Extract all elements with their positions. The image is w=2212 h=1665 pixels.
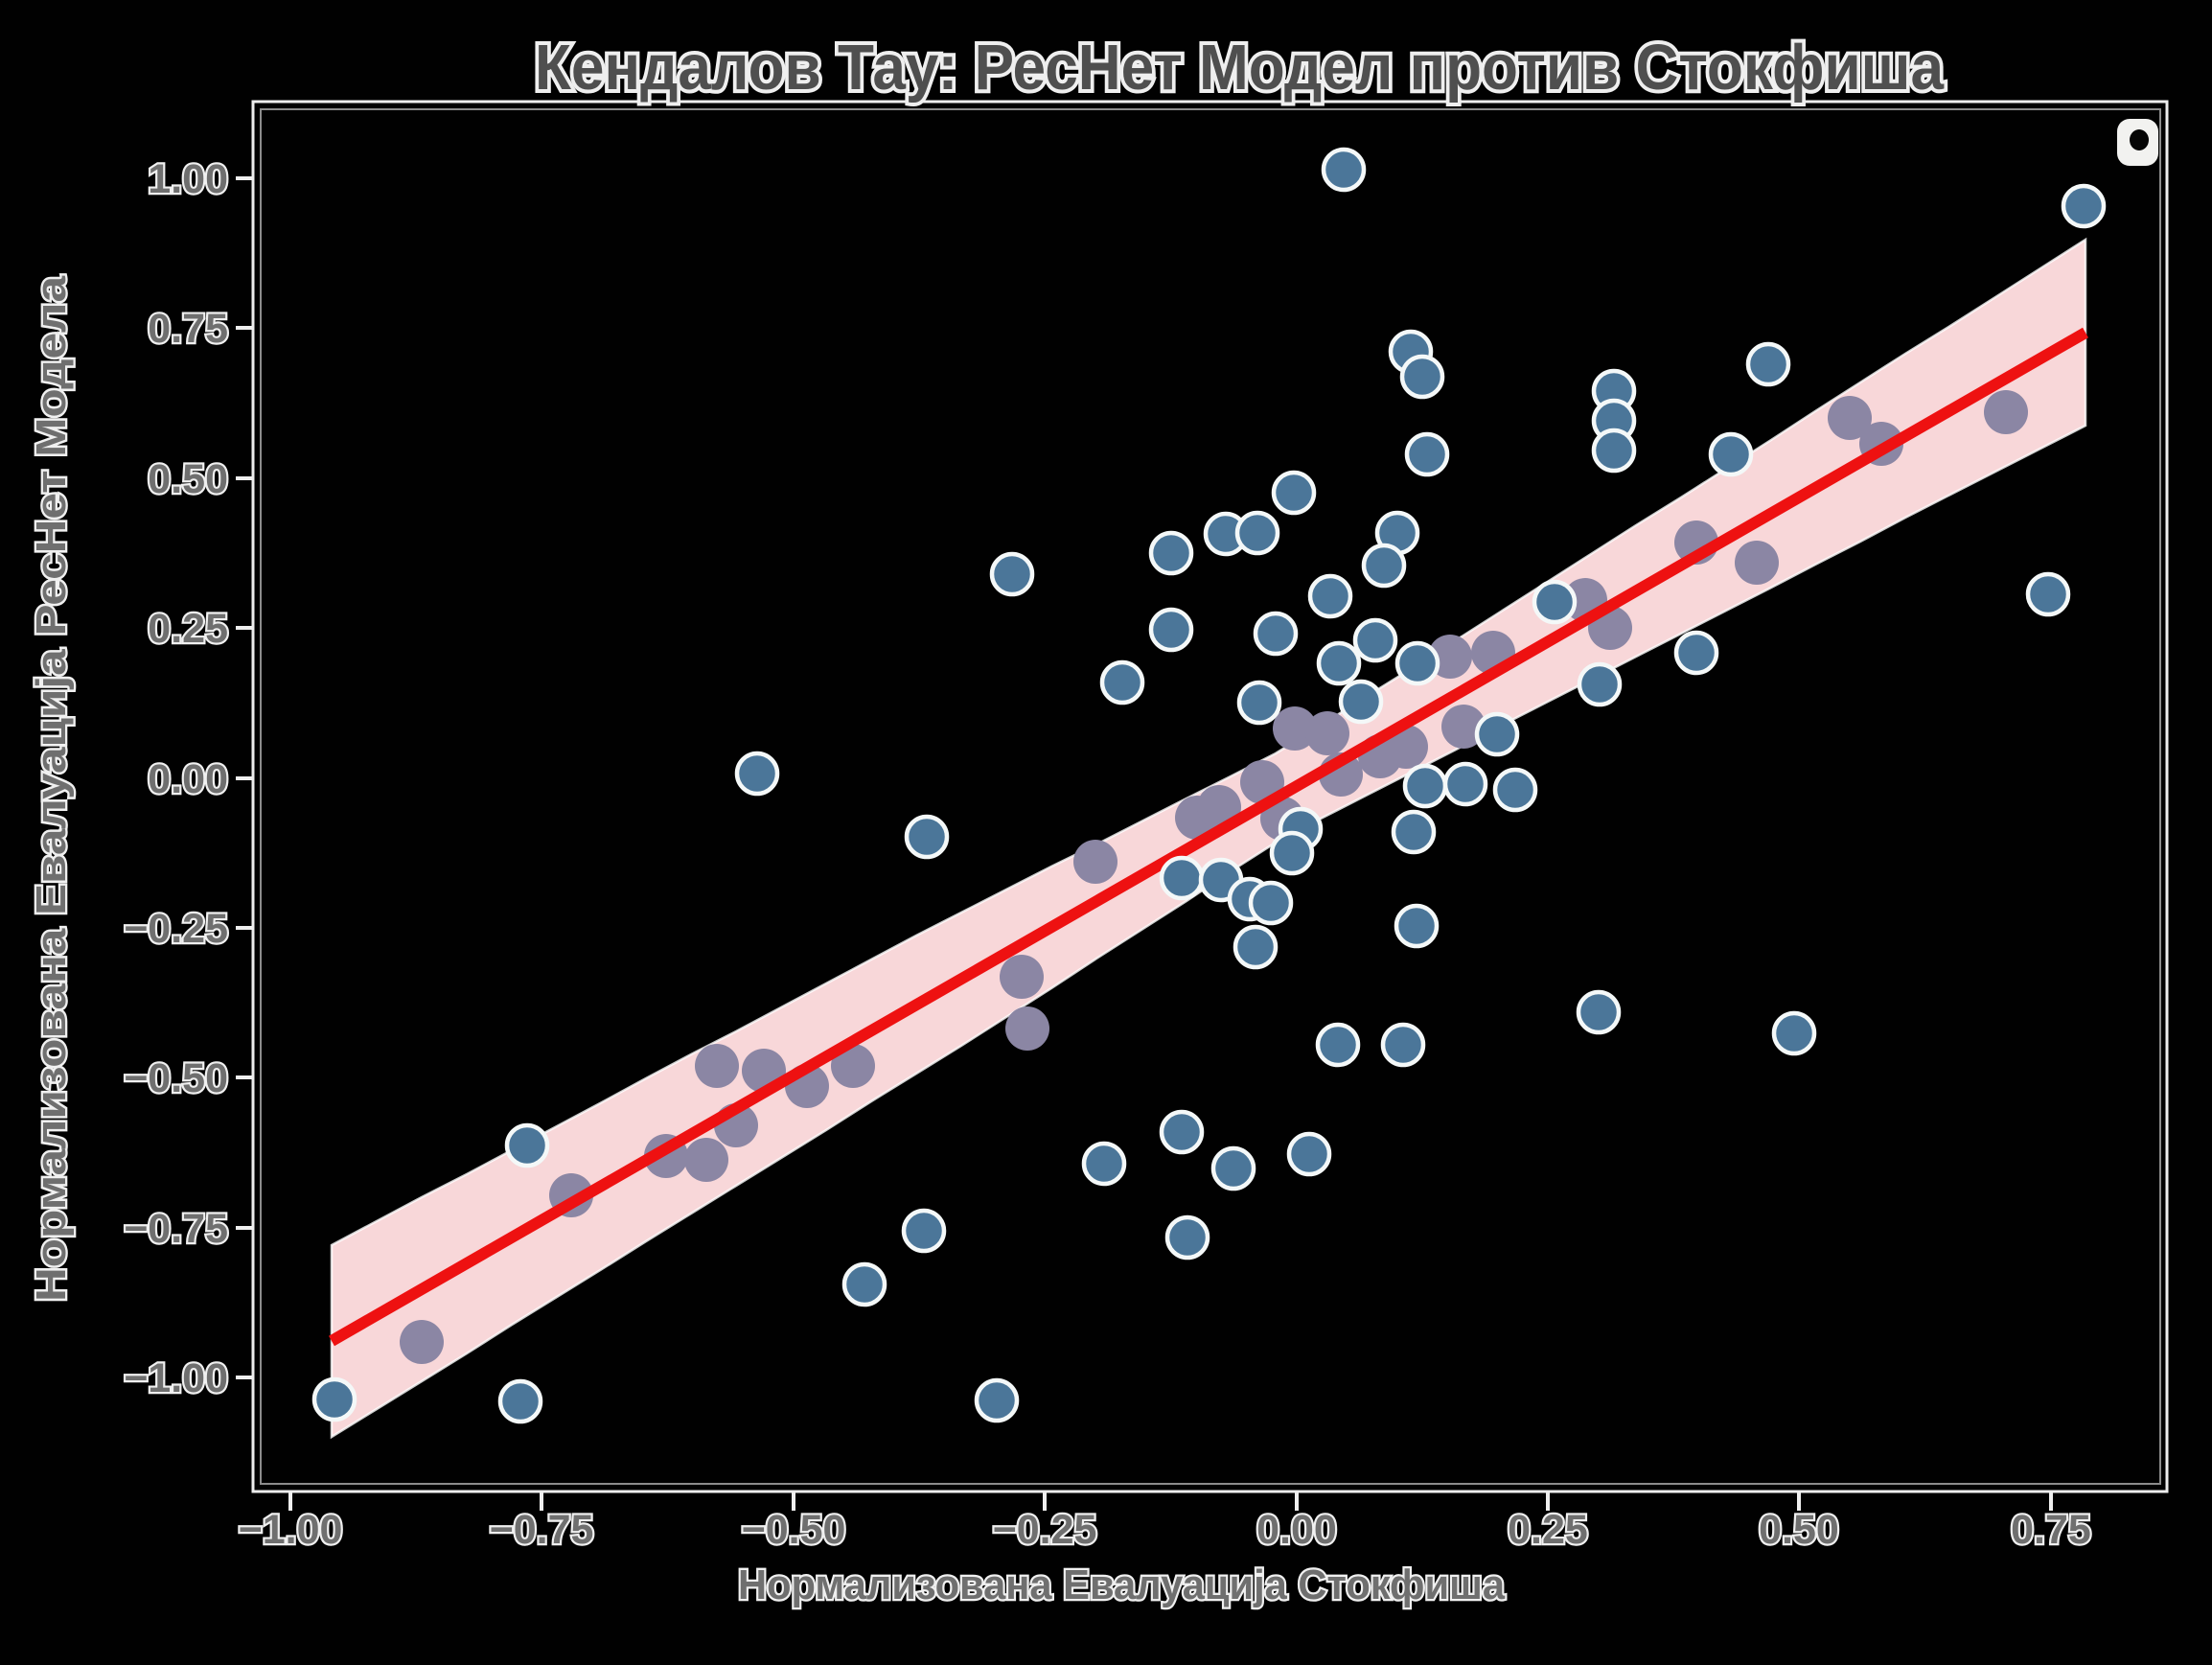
svg-text:−1.00: −1.00: [239, 1507, 343, 1553]
svg-text:−0.25: −0.25: [124, 906, 228, 952]
svg-text:−0.50: −0.50: [742, 1507, 846, 1553]
svg-text:0.75: 0.75: [148, 306, 228, 352]
svg-text:Кендалов Тау: РесНет Модел про: Кендалов Тау: РесНет Модел против Стокфи…: [535, 32, 1945, 104]
svg-text:0.00: 0.00: [148, 756, 228, 802]
svg-text:1.00: 1.00: [148, 156, 228, 202]
svg-text:Нормализована Евалуација Стокф: Нормализована Евалуација Стокфиша: [738, 1561, 1505, 1608]
svg-text:−0.75: −0.75: [490, 1507, 594, 1553]
svg-text:0.25: 0.25: [1508, 1507, 1588, 1553]
svg-text:0.00: 0.00: [1256, 1507, 1337, 1553]
svg-text:−1.00: −1.00: [124, 1355, 228, 1401]
svg-text:−0.25: −0.25: [993, 1507, 1097, 1553]
svg-text:0.25: 0.25: [148, 606, 228, 652]
svg-text:0.50: 0.50: [148, 456, 228, 502]
svg-text:Нормализована Евалуација РесНе: Нормализована Евалуација РесНет Модела: [28, 275, 75, 1302]
svg-text:0.75: 0.75: [2011, 1507, 2091, 1553]
svg-text:0.50: 0.50: [1759, 1507, 1839, 1553]
svg-text:−0.50: −0.50: [124, 1055, 228, 1101]
svg-text:−0.75: −0.75: [124, 1206, 228, 1252]
